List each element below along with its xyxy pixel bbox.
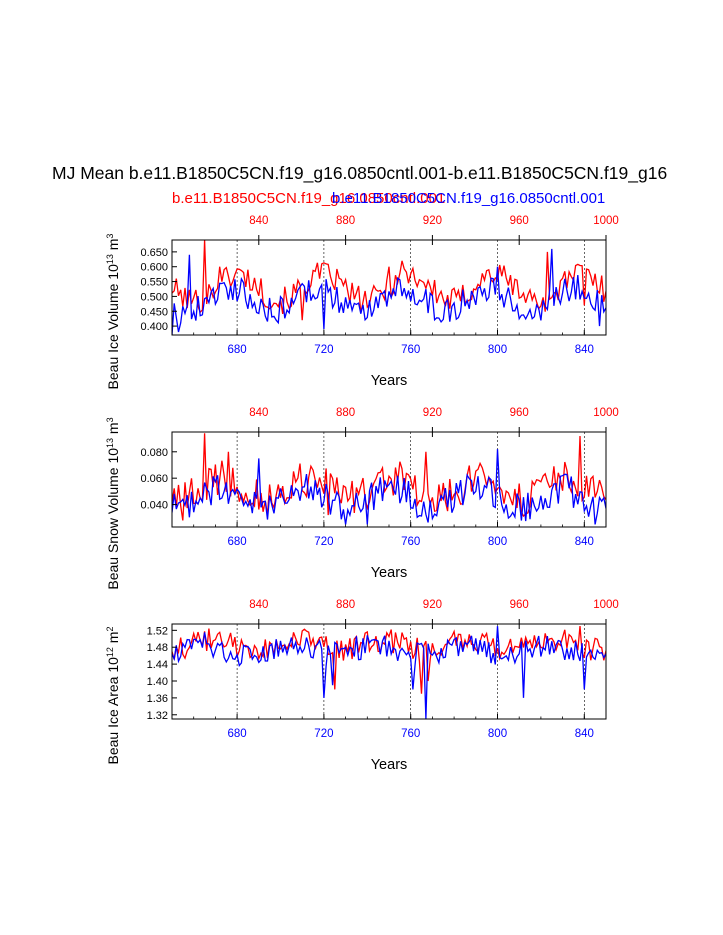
series-line-blue bbox=[172, 248, 606, 335]
x-tick-label-top: 920 bbox=[423, 599, 442, 611]
y-axis-title-part: 2 bbox=[105, 626, 115, 631]
panel-1: 680 720 760 800 840 840 880 920 960 1000 0.400 0.45… bbox=[105, 215, 619, 389]
y-axis-title-part: Beau Ice Area 10 bbox=[105, 657, 121, 765]
y-axis-title: Beau Ice Volume 1013 m3 bbox=[105, 234, 121, 390]
y-axis-title-part: 3 bbox=[105, 234, 115, 239]
x-tick-label-bottom: 800 bbox=[488, 344, 507, 356]
y-axis-title-part: 12 bbox=[105, 647, 115, 657]
x-tick-label-bottom: 760 bbox=[401, 728, 420, 740]
x-tick-label-bottom: 680 bbox=[228, 344, 247, 356]
x-axis-title: Years bbox=[371, 757, 408, 773]
y-axis-title: Beau Snow Volume 1013 m3 bbox=[105, 417, 121, 589]
x-tick-label-top: 840 bbox=[249, 599, 268, 611]
panel-3: 680 720 760 800 840 840 880 920 960 1000 1.32 1.36 1… bbox=[105, 599, 619, 773]
x-tick-label-top: 960 bbox=[510, 215, 529, 227]
y-axis-title-part: 13 bbox=[105, 438, 115, 448]
y-tick-label: 0.400 bbox=[140, 321, 168, 333]
x-tick-label-top: 960 bbox=[510, 599, 529, 611]
x-tick-label-top: 880 bbox=[336, 599, 355, 611]
y-tick-label: 1.52 bbox=[147, 625, 168, 637]
x-tick-label-top: 960 bbox=[510, 407, 529, 419]
x-tick-label-bottom: 800 bbox=[488, 536, 507, 548]
y-tick-label: 0.650 bbox=[140, 247, 168, 259]
x-tick-label-bottom: 800 bbox=[488, 728, 507, 740]
x-tick-label-bottom: 720 bbox=[314, 728, 333, 740]
x-tick-label-top: 1000 bbox=[593, 215, 619, 227]
series-line-red bbox=[172, 240, 606, 321]
y-axis-title-part: Beau Ice Volume 10 bbox=[105, 264, 121, 390]
series-line-blue bbox=[172, 626, 606, 719]
y-tick-label: 0.550 bbox=[140, 277, 168, 289]
y-axis-title-part: 3 bbox=[105, 417, 115, 422]
y-axis-title-part: m bbox=[105, 239, 121, 255]
x-tick-label-bottom: 760 bbox=[401, 536, 420, 548]
y-axis-title-part: m bbox=[105, 632, 121, 648]
y-axis-title: Beau Ice Area 1012 m2 bbox=[105, 626, 121, 764]
y-tick-label: 1.40 bbox=[147, 676, 168, 688]
y-tick-label: 0.600 bbox=[140, 262, 168, 274]
x-axis-title: Years bbox=[371, 373, 408, 389]
x-tick-label-top: 840 bbox=[249, 407, 268, 419]
x-tick-label-bottom: 840 bbox=[575, 728, 594, 740]
x-tick-label-bottom: 680 bbox=[228, 728, 247, 740]
subtitle-left: b.e11.B1850C5CN.f19_g16.0850cntl.001 bbox=[172, 190, 446, 207]
x-tick-label-top: 880 bbox=[336, 407, 355, 419]
y-tick-label: 1.32 bbox=[147, 710, 168, 722]
series-line-blue bbox=[172, 449, 606, 525]
x-tick-label-top: 1000 bbox=[593, 599, 619, 611]
series-line-red bbox=[172, 433, 606, 521]
x-tick-label-bottom: 720 bbox=[314, 344, 333, 356]
y-axis-title-part: Beau Snow Volume 10 bbox=[105, 448, 121, 590]
x-axis-title: Years bbox=[371, 565, 408, 581]
x-tick-label-bottom: 840 bbox=[575, 536, 594, 548]
y-tick-label: 0.080 bbox=[140, 447, 168, 459]
y-tick-label: 0.450 bbox=[140, 306, 168, 318]
y-axis-title-part: 13 bbox=[105, 254, 115, 264]
y-tick-label: 1.48 bbox=[147, 642, 168, 654]
x-tick-label-top: 1000 bbox=[593, 407, 619, 419]
x-tick-label-top: 920 bbox=[423, 215, 442, 227]
y-tick-label: 0.040 bbox=[140, 500, 168, 512]
x-tick-label-top: 920 bbox=[423, 407, 442, 419]
y-axis-title-part: m bbox=[105, 422, 121, 438]
x-tick-label-top: 880 bbox=[336, 215, 355, 227]
y-tick-label: 1.36 bbox=[147, 693, 168, 705]
panel-2: 680 720 760 800 840 840 880 920 960 1000 0.040 0.06… bbox=[105, 407, 619, 590]
x-tick-label-bottom: 720 bbox=[314, 536, 333, 548]
y-tick-label: 0.500 bbox=[140, 291, 168, 303]
x-tick-label-top: 840 bbox=[249, 215, 268, 227]
x-tick-label-bottom: 680 bbox=[228, 536, 247, 548]
figure-title: MJ Mean b.e11.B1850C5CN.f19_g16.0850cntl… bbox=[52, 163, 668, 183]
x-tick-label-bottom: 840 bbox=[575, 344, 594, 356]
x-tick-label-bottom: 760 bbox=[401, 344, 420, 356]
subtitle-right: b.e11.B1850C5CN.f19_g16.0850cntl.001 bbox=[332, 190, 606, 207]
y-tick-label: 1.44 bbox=[147, 659, 168, 671]
y-tick-label: 0.060 bbox=[140, 473, 168, 485]
